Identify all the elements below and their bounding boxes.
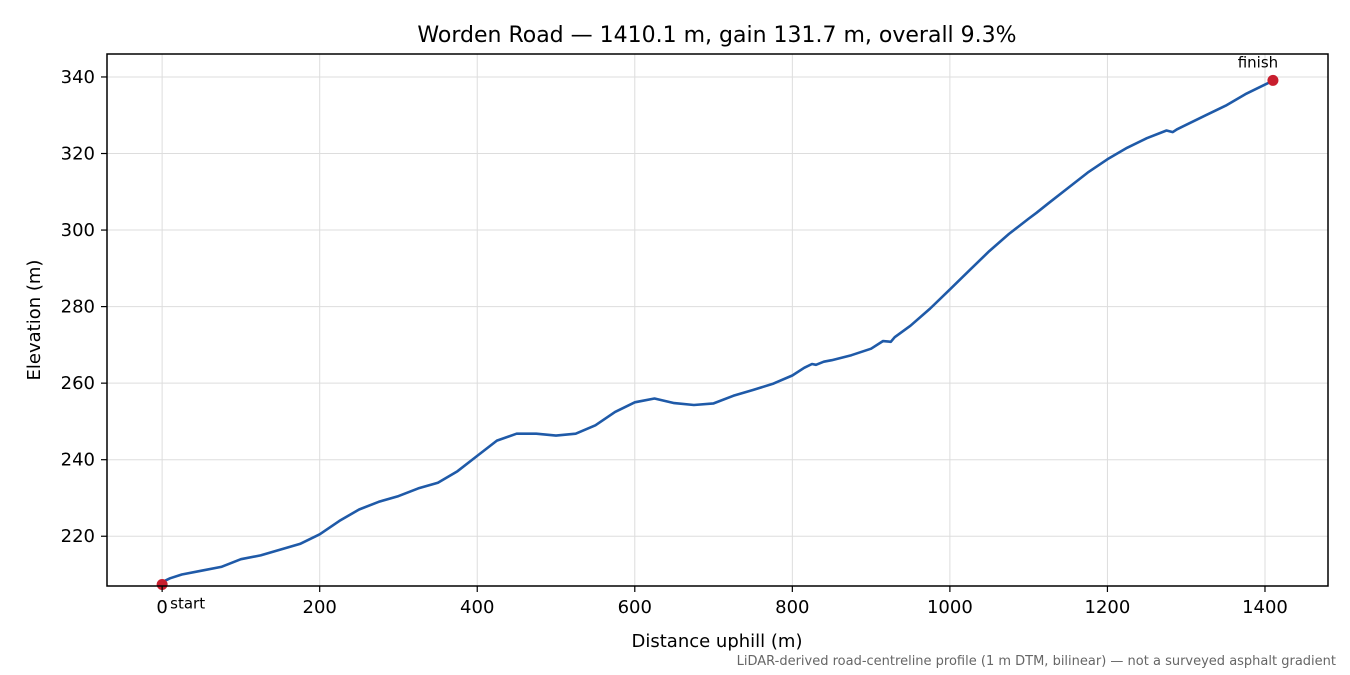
chart-title: Worden Road — 1410.1 m, gain 131.7 m, ov… [417,23,1016,48]
start-label: start [170,594,205,612]
plot-area: start finish [156,53,1279,612]
y-tick-label: 340 [61,67,95,88]
x-tick-label: 0 [156,597,167,618]
x-tick-label: 1000 [927,597,973,618]
plot-frame [106,53,1329,587]
x-axis-label: Distance uphill (m) [632,631,803,652]
y-tick-label: 300 [61,220,95,241]
grid-lines [107,54,1328,586]
footnote: LiDAR-derived road-centreline profile (1… [737,654,1336,669]
finish-label: finish [1238,53,1278,71]
axes: 0 200 400 600 800 1000 1200 1400 220 240 260 280 300… [61,67,1288,618]
y-tick-label: 240 [61,450,95,471]
elevation-line [160,79,1275,584]
y-tick-label: 220 [61,526,95,547]
y-tick-label: 320 [61,144,95,165]
x-tick-label: 400 [460,597,494,618]
x-tick-label: 1400 [1242,597,1288,618]
y-tick-label: 280 [61,297,95,318]
x-tick-label: 800 [775,597,809,618]
finish-marker [1267,74,1279,86]
start-marker [156,578,168,590]
x-tick-label: 1200 [1085,597,1131,618]
y-tick-label: 260 [61,373,95,394]
y-axis-label: Elevation (m) [24,260,45,381]
x-tick-label: 200 [303,597,337,618]
x-tick-label: 600 [618,597,652,618]
